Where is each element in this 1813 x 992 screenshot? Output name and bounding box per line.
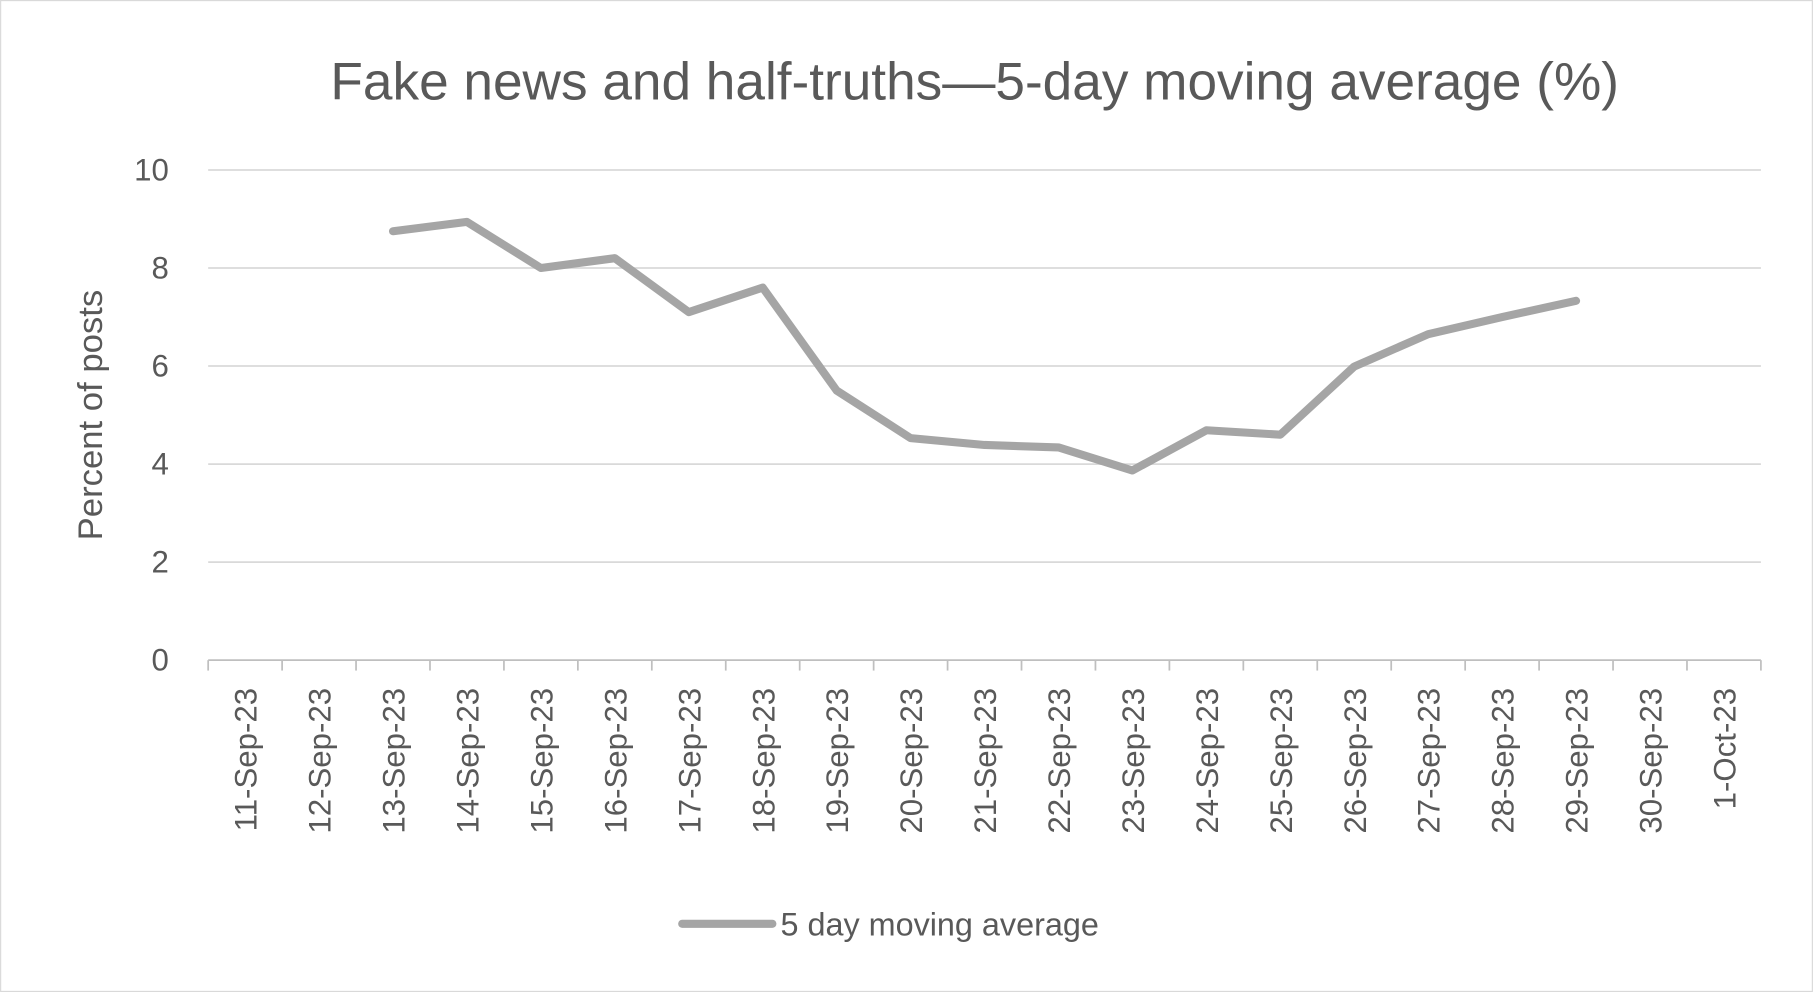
x-tick-label: 25-Sep-23 <box>1264 688 1299 834</box>
x-tick-label: 16-Sep-23 <box>598 688 633 834</box>
x-tick-label: 18-Sep-23 <box>746 688 781 834</box>
x-tick-label: 14-Sep-23 <box>451 688 486 834</box>
x-tick-label: 21-Sep-23 <box>968 688 1003 834</box>
x-tick-label: 11-Sep-23 <box>229 688 264 831</box>
x-tick-label: 23-Sep-23 <box>1116 688 1151 834</box>
x-tick-label: 29-Sep-23 <box>1560 688 1595 834</box>
legend-label: 5 day moving average <box>780 906 1098 942</box>
x-tick-label: 13-Sep-23 <box>377 688 412 834</box>
y-tick-label: 8 <box>151 250 168 285</box>
y-axis-label: Percent of posts <box>72 290 110 541</box>
x-tick-label: 12-Sep-23 <box>303 688 338 834</box>
x-tick-label: 26-Sep-23 <box>1338 688 1373 834</box>
x-tick-label: 1-Oct-23 <box>1708 688 1743 809</box>
chart-title: Fake news and half-truths—5-day moving a… <box>330 52 1619 111</box>
y-tick-label: 10 <box>134 152 169 187</box>
x-tick-label: 24-Sep-23 <box>1190 688 1225 834</box>
y-tick-label: 0 <box>151 643 168 678</box>
x-tick-label: 22-Sep-23 <box>1042 688 1077 834</box>
x-tick-label: 28-Sep-23 <box>1486 688 1521 834</box>
x-tick-label: 17-Sep-23 <box>672 688 707 834</box>
x-tick-label: 30-Sep-23 <box>1634 688 1669 834</box>
x-tick-label: 20-Sep-23 <box>894 688 929 834</box>
x-tick-label: 19-Sep-23 <box>820 688 855 834</box>
x-tick-label: 15-Sep-23 <box>524 688 559 834</box>
y-tick-label: 2 <box>151 545 168 580</box>
x-tick-label: 27-Sep-23 <box>1412 688 1447 834</box>
y-tick-label: 4 <box>151 446 168 481</box>
y-tick-label: 6 <box>151 348 168 383</box>
